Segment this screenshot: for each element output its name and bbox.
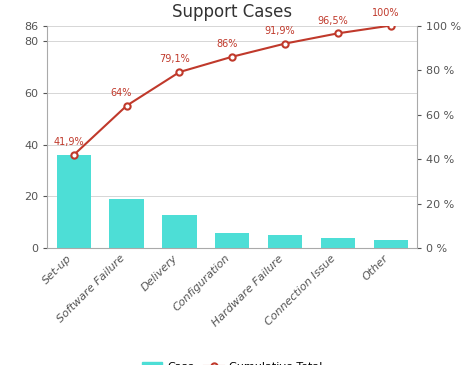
Text: 86%: 86% — [216, 39, 237, 49]
Bar — [57, 155, 91, 248]
Bar — [374, 241, 408, 248]
Text: 64%: 64% — [110, 88, 132, 98]
Bar — [321, 238, 355, 248]
Title: Support Cases: Support Cases — [172, 3, 292, 21]
Text: 41,9%: 41,9% — [53, 137, 84, 147]
Text: 91,9%: 91,9% — [264, 26, 295, 36]
Bar — [268, 235, 302, 248]
Bar — [109, 199, 144, 248]
Text: 79,1%: 79,1% — [159, 54, 190, 64]
Bar — [215, 233, 249, 248]
Legend: Case, Cumulative Total: Case, Cumulative Total — [137, 357, 327, 365]
Text: 100%: 100% — [372, 8, 399, 18]
Bar — [162, 215, 197, 248]
Text: 96,5%: 96,5% — [317, 16, 348, 26]
